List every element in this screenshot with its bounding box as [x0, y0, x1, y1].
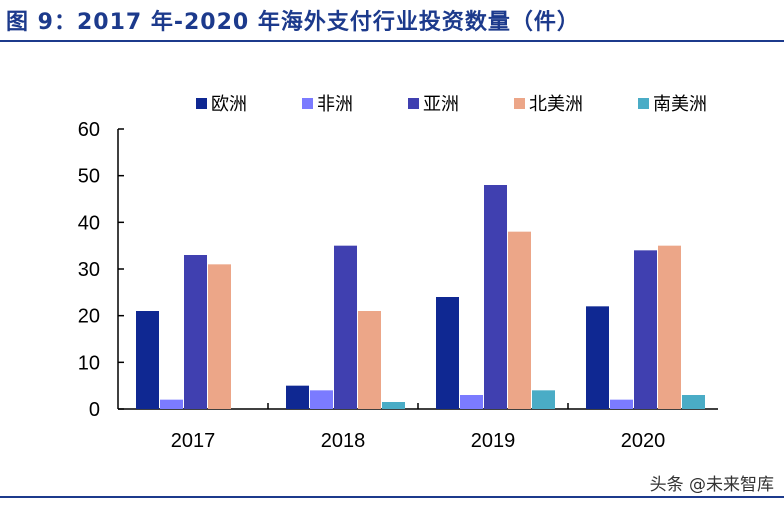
watermark: 头条 @未来智库 [649, 475, 774, 495]
legend-swatch [514, 98, 525, 109]
bar-北美洲-2017 [208, 264, 231, 409]
bar-北美洲-2020 [658, 245, 681, 409]
bar-北美洲-2019 [508, 231, 531, 409]
legend-label: 南美洲 [653, 94, 707, 115]
y-tick-label: 20 [78, 306, 100, 328]
y-tick-label: 30 [78, 259, 100, 281]
legend-label: 非洲 [317, 94, 353, 115]
bar-欧洲-2019 [436, 297, 459, 409]
legend-swatch [638, 98, 649, 109]
y-tick-label: 50 [78, 166, 100, 188]
bar-非洲-2020 [610, 399, 633, 409]
legend-label: 北美洲 [529, 94, 583, 115]
bar-南美洲-2018 [382, 402, 405, 409]
bar-非洲-2017 [160, 399, 183, 409]
bottom-divider [0, 496, 784, 498]
title-divider [0, 40, 784, 42]
bar-欧洲-2018 [286, 385, 309, 409]
figure-title: 图 9：2017 年-2020 年海外支付行业投资数量（件） [6, 10, 580, 35]
bar-亚洲-2020 [634, 250, 657, 409]
bar-欧洲-2020 [586, 306, 609, 409]
bar-非洲-2019 [460, 395, 483, 409]
y-tick-label: 40 [78, 212, 100, 234]
bar-北美洲-2018 [358, 311, 381, 409]
bar-亚洲-2018 [334, 245, 357, 409]
y-tick-label: 60 [78, 119, 100, 141]
bar-亚洲-2019 [484, 185, 507, 409]
x-tick-label: 2018 [321, 430, 366, 452]
y-tick-label: 0 [89, 399, 100, 421]
bar-亚洲-2017 [184, 255, 207, 409]
y-tick-label: 10 [78, 352, 100, 374]
legend-label: 亚洲 [423, 94, 459, 115]
legend-swatch [196, 98, 207, 109]
legend-label: 欧洲 [211, 94, 247, 115]
x-tick-label: 2020 [621, 430, 666, 452]
x-tick-label: 2017 [171, 430, 216, 452]
bar-非洲-2018 [310, 390, 333, 409]
bar-南美洲-2019 [532, 390, 555, 409]
bar-南美洲-2020 [682, 395, 705, 409]
bar-欧洲-2017 [136, 311, 159, 409]
legend-swatch [408, 98, 419, 109]
legend-swatch [302, 98, 313, 109]
x-tick-label: 2019 [471, 430, 516, 452]
